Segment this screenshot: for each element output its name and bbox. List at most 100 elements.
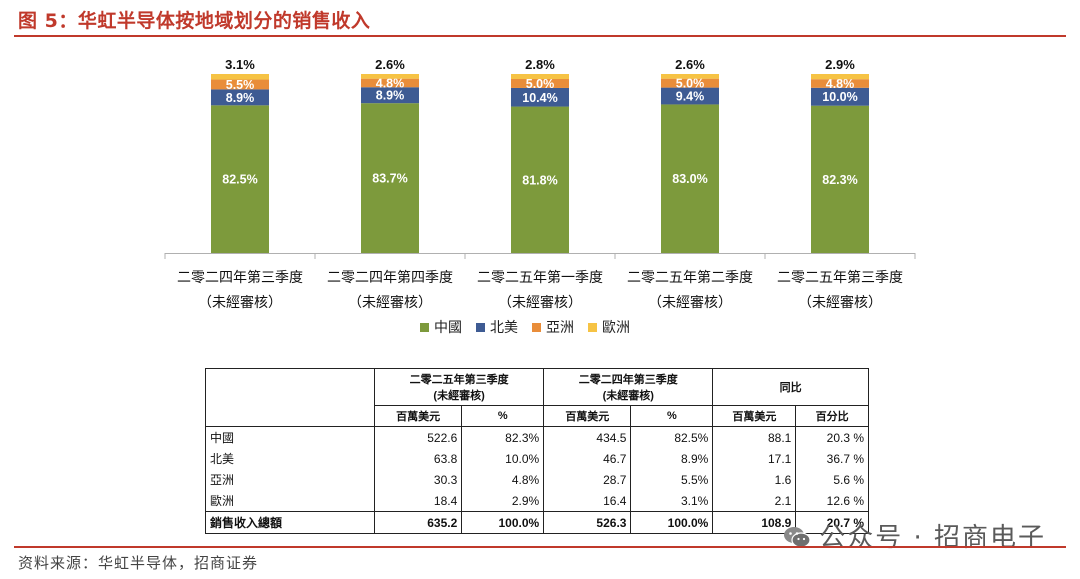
- table-cell: 36.7 %: [795, 448, 869, 469]
- bar-segment-歐洲: [511, 74, 569, 80]
- table-cell: 46.7: [543, 448, 631, 469]
- table-cell: 434.5: [543, 426, 631, 448]
- bar-segment-歐洲: [811, 74, 869, 80]
- row-label: 歐洲: [205, 490, 375, 512]
- legend-label: 亞洲: [546, 320, 574, 336]
- table-cell: 88.1: [712, 426, 796, 448]
- data-label: 82.3%: [822, 173, 857, 187]
- data-label: 83.0%: [672, 172, 707, 186]
- bar-segment-亞洲: [361, 78, 419, 88]
- data-label: 8.9%: [226, 91, 255, 105]
- table-row: 北美 63.8 10.0% 46.7 8.9% 17.1 36.7 %: [205, 448, 869, 469]
- legend-item: 北美: [476, 317, 518, 337]
- chart-legend: 中國 北美 亞洲 歐洲: [420, 317, 630, 337]
- table-cell: 17.1: [712, 448, 796, 469]
- unit-header: 百萬美元: [373, 405, 462, 427]
- legend-swatch: [420, 322, 429, 332]
- watermark-text: 公众号 · 招商电子: [819, 523, 1046, 553]
- data-label: 5.0%: [526, 77, 555, 91]
- table-cell: 2.9%: [461, 490, 544, 512]
- data-label: 2.8%: [525, 57, 555, 72]
- data-label: 2.6%: [675, 57, 705, 72]
- regional-revenue-table: 二零二五年第三季度 (未經審核) 二零二四年第三季度 (未經審核) 同比 百萬美元 …: [205, 368, 869, 534]
- bar-segment-北美: [211, 89, 269, 106]
- table-row: 歐洲 18.4 2.9% 16.4 3.1% 2.1 12.6 %: [205, 490, 869, 512]
- watermark: 公众号 · 招商电子: [783, 517, 1046, 554]
- data-label: 81.8%: [522, 173, 557, 187]
- bar-segment-北美: [661, 87, 719, 105]
- bar-segment-北美: [361, 87, 419, 104]
- legend-item: 歐洲: [588, 317, 630, 337]
- bar-segment-亞洲: [661, 78, 719, 88]
- table-cell: 100.0%: [630, 511, 713, 534]
- category-label: 二零二四年第三季度: [177, 269, 303, 286]
- category-label: 二零二四年第四季度: [327, 269, 453, 286]
- unit-header: 百萬美元: [543, 405, 631, 427]
- row-label: 銷售收入總額: [205, 511, 375, 534]
- table-row: 中國 522.6 82.3% 434.5 82.5% 88.1 20.3 %: [205, 426, 869, 448]
- table-cell: 16.4: [543, 490, 631, 512]
- unit-header: %: [630, 405, 713, 427]
- table-cell: 12.6 %: [795, 490, 869, 512]
- table-cell: 100.0%: [461, 511, 544, 534]
- unit-header: 百分比: [795, 405, 869, 427]
- bar-segment-亞洲: [211, 79, 269, 90]
- footer-rule: [14, 546, 1066, 548]
- table-cell: 522.6: [373, 426, 462, 448]
- legend-item: 亞洲: [532, 317, 574, 337]
- figure-title: 图 5：华虹半导体按地域划分的销售收入: [18, 10, 371, 32]
- bar-segment-北美: [811, 87, 869, 106]
- category-sublabel: （未經審核）: [798, 295, 882, 311]
- table-cell: 2.1: [712, 490, 796, 512]
- source-note: 资料来源：华虹半导体，招商证券: [18, 554, 259, 572]
- bar-segment-歐洲: [661, 74, 719, 79]
- group-header-yoy: 同比: [712, 368, 869, 406]
- table-cell: 3.1%: [630, 490, 713, 512]
- category-sublabel: （未經審核）: [648, 295, 732, 311]
- table-cell: 635.2: [373, 511, 462, 534]
- data-label: 10.4%: [522, 91, 557, 105]
- legend-swatch: [588, 322, 597, 332]
- unit-header: 百萬美元: [712, 405, 796, 427]
- table-cell: 28.7: [543, 469, 631, 490]
- data-label: 8.9%: [376, 89, 405, 103]
- legend-label: 中國: [434, 320, 462, 336]
- unit-header: %: [461, 405, 544, 427]
- data-label: 5.0%: [676, 77, 705, 91]
- table-total-row: 銷售收入總額 635.2 100.0% 526.3 100.0% 108.9 2…: [205, 511, 869, 534]
- bar-segment-中國: [511, 106, 569, 253]
- stacked-bar-chart: 82.5%8.9%5.5%3.1%二零二四年第三季度（未經審核）83.7%8.9…: [164, 57, 916, 311]
- table-cell: 82.3%: [461, 426, 544, 448]
- group-header-q3-2024: 二零二四年第三季度 (未經審核): [543, 368, 713, 406]
- data-label: 2.9%: [825, 57, 855, 72]
- legend-label: 歐洲: [602, 320, 630, 336]
- data-label: 10.0%: [822, 90, 857, 104]
- bar-segment-中國: [211, 105, 269, 253]
- row-label: 中國: [205, 426, 375, 448]
- title-rule: [14, 35, 1066, 37]
- category-label: 二零二五年第一季度: [477, 269, 603, 286]
- data-label: 2.6%: [375, 57, 405, 72]
- bar-segment-亞洲: [811, 79, 869, 88]
- bar-segment-中國: [811, 105, 869, 253]
- table-row: 亞洲 30.3 4.8% 28.7 5.5% 1.6 5.6 %: [205, 469, 869, 490]
- table-corner: [205, 368, 375, 427]
- legend-item: 中國: [420, 317, 462, 337]
- table-cell: 5.5%: [630, 469, 713, 490]
- data-label: 82.5%: [222, 173, 257, 187]
- table-cell: 18.4: [373, 490, 462, 512]
- data-label: 4.8%: [826, 77, 855, 91]
- table-cell: 108.9: [712, 511, 796, 534]
- legend-label: 北美: [490, 320, 518, 336]
- bar-segment-歐洲: [211, 74, 269, 80]
- category-sublabel: （未經審核）: [198, 295, 282, 311]
- table-cell: 4.8%: [461, 469, 544, 490]
- group-header-q3-2025: 二零二五年第三季度 (未經審核): [373, 368, 544, 406]
- bar-segment-中國: [661, 104, 719, 254]
- legend-swatch: [532, 322, 541, 332]
- category-sublabel: （未經審核）: [348, 295, 432, 311]
- table-cell: 8.9%: [630, 448, 713, 469]
- category-label: 二零二五年第二季度: [627, 269, 753, 286]
- table-cell: 20.3 %: [795, 426, 869, 448]
- table-cell: 526.3: [543, 511, 631, 534]
